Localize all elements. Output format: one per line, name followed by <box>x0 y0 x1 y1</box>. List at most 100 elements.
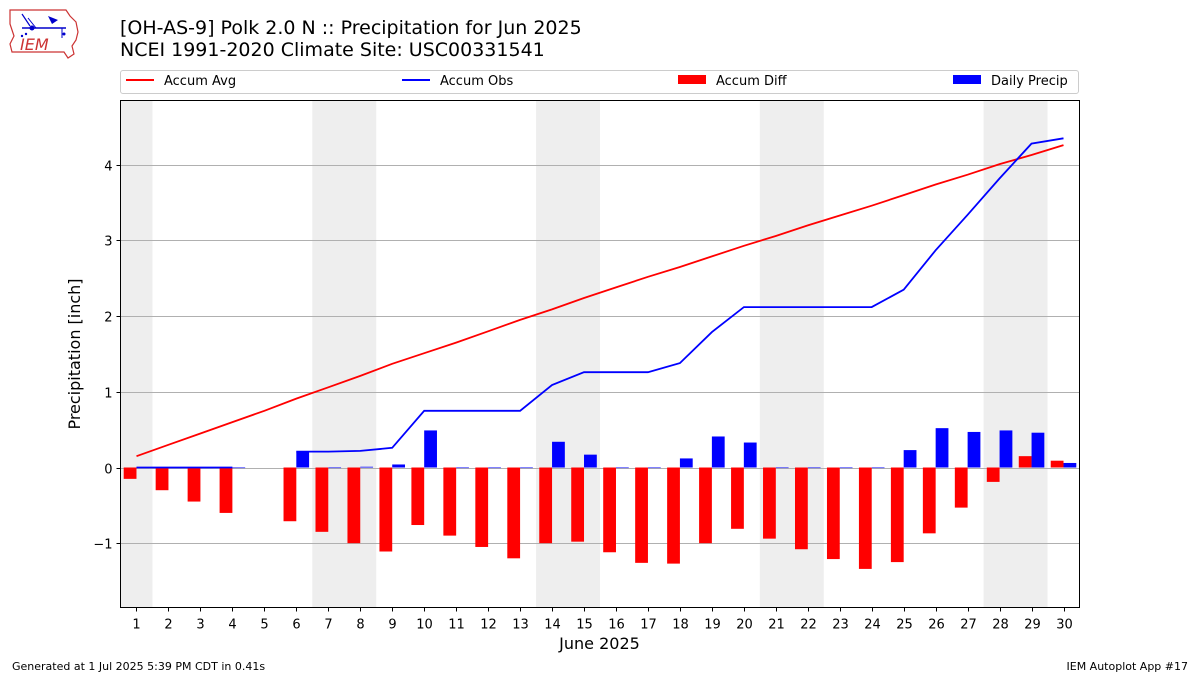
daily-precip-bar <box>967 431 981 468</box>
plot-frame <box>120 100 1080 608</box>
legend-label-daily-precip: Daily Precip <box>991 74 1068 89</box>
daily-precip-bar <box>424 430 437 468</box>
y-tick-label: 0 <box>104 463 112 478</box>
title-line1: [OH-AS-9] Polk 2.0 N :: Precipitation fo… <box>120 17 582 39</box>
x-tick-label: 14 <box>544 618 561 633</box>
daily-precip-bar <box>520 467 533 469</box>
x-tick-label: 2 <box>164 618 172 633</box>
legend-label-accum-diff: Accum Diff <box>716 74 787 89</box>
accum-diff-bar <box>699 467 712 544</box>
x-tick-label: 19 <box>704 618 721 633</box>
accum-diff-bar <box>1018 456 1032 468</box>
accum-diff-bar <box>155 467 169 491</box>
x-tick-label: 21 <box>768 618 785 633</box>
bars <box>123 428 1077 569</box>
daily-precip-bar <box>711 436 725 468</box>
legend-label-accum-avg: Accum Avg <box>164 74 237 89</box>
accum-diff-bar <box>826 467 840 560</box>
accum-diff-bar <box>187 467 201 502</box>
x-tick-label: 20 <box>736 618 753 633</box>
daily-precip-bar <box>488 467 501 469</box>
accum-diff-bar <box>890 467 904 563</box>
legend-item-accum-avg: Accum Avg <box>126 74 236 90</box>
x-tick-label: 25 <box>896 618 913 633</box>
accum-diff-bar <box>475 467 489 547</box>
iem-logo: IEM <box>6 6 82 60</box>
accum-diff-bar <box>539 467 553 544</box>
x-tick-label: 15 <box>576 618 593 633</box>
accum-diff-bar <box>603 467 616 553</box>
x-tick-label: 10 <box>416 618 433 633</box>
daily-precip-bar <box>615 467 629 469</box>
legend: Accum Avg Accum Obs Accum Diff Daily Pre… <box>120 70 1079 94</box>
x-tick-label: 26 <box>928 618 945 633</box>
daily-precip-bar <box>935 428 949 468</box>
accum-diff-bar <box>379 467 393 552</box>
x-axis-label: June 2025 <box>558 634 640 653</box>
x-tick-label: 18 <box>672 618 689 633</box>
accum-diff-bar <box>315 467 329 532</box>
accum-diff-bar <box>443 467 457 536</box>
x-tick-label: 28 <box>992 618 1009 633</box>
accum-diff-bar <box>986 467 1000 482</box>
x-tick-label: 13 <box>512 618 529 633</box>
grid-lines <box>120 165 1080 544</box>
accum-obs-line <box>296 137 1064 453</box>
daily-precip-bar <box>392 464 406 468</box>
daily-precip-bar <box>328 467 342 469</box>
weekend-shade-0 <box>120 100 153 608</box>
legend-item-daily-precip: Daily Precip <box>953 74 1068 90</box>
daily-precip-bar <box>456 467 469 469</box>
accum-diff-bar <box>219 467 233 513</box>
daily-precip-bar <box>296 451 310 468</box>
daily-precip-bar <box>775 467 789 469</box>
legend-item-accum-obs: Accum Obs <box>402 74 513 90</box>
daily-precip-bar <box>743 442 757 468</box>
footer-app: IEM Autoplot App #17 <box>1066 660 1189 673</box>
accum-avg-line <box>136 144 1064 458</box>
x-tick-label: 3 <box>196 618 204 633</box>
legend-swatch-accum-diff <box>678 75 706 84</box>
x-tick-label: 1 <box>132 618 140 633</box>
y-tick-label: 4 <box>104 160 112 175</box>
legend-swatch-accum-obs <box>402 78 430 81</box>
daily-precip-bar <box>807 467 821 469</box>
x-tick-label: 5 <box>260 618 268 633</box>
weekend-shade-4 <box>983 100 1048 608</box>
accum-diff-bar <box>954 467 968 508</box>
x-tick-label: 7 <box>324 618 332 633</box>
footer-generated: Generated at 1 Jul 2025 5:39 PM CDT in 0… <box>12 660 266 673</box>
x-tick-label: 16 <box>608 618 625 633</box>
chart-title: [OH-AS-9] Polk 2.0 N :: Precipitation fo… <box>120 17 582 61</box>
y-tick-label: 1 <box>104 387 112 402</box>
y-axis-label: Precipitation [inch] <box>65 278 84 429</box>
x-tick-label: 30 <box>1056 618 1073 633</box>
daily-precip-bar <box>903 450 917 468</box>
x-tick-label: 22 <box>800 618 817 633</box>
x-tick-label: 8 <box>356 618 364 633</box>
x-tick-label: 9 <box>388 618 396 633</box>
accum-diff-bar <box>763 467 776 539</box>
accum-diff-bar <box>731 467 744 529</box>
accum-diff-bar <box>347 467 361 544</box>
daily-precip-bar <box>679 458 693 468</box>
daily-precip-bar <box>1031 432 1045 468</box>
legend-swatch-accum-avg <box>126 78 154 81</box>
accum-diff-bar <box>922 467 936 534</box>
legend-label-accum-obs: Accum Obs <box>440 74 514 89</box>
y-tick-label: 2 <box>104 311 112 326</box>
accum-diff-bar <box>571 467 585 542</box>
legend-swatch-daily-precip <box>953 75 981 84</box>
title-line2: NCEI 1991-2020 Climate Site: USC00331541 <box>120 39 545 61</box>
x-tick-label: 4 <box>228 618 236 633</box>
x-tick-label: 6 <box>292 618 300 633</box>
lines <box>136 137 1064 469</box>
x-tick-label: 24 <box>864 618 881 633</box>
x-tick-label: 27 <box>960 618 977 633</box>
daily-precip-bar <box>232 467 246 469</box>
y-tick-label: 3 <box>104 235 112 250</box>
daily-precip-bar <box>552 441 565 468</box>
accum-diff-bar <box>283 467 297 522</box>
